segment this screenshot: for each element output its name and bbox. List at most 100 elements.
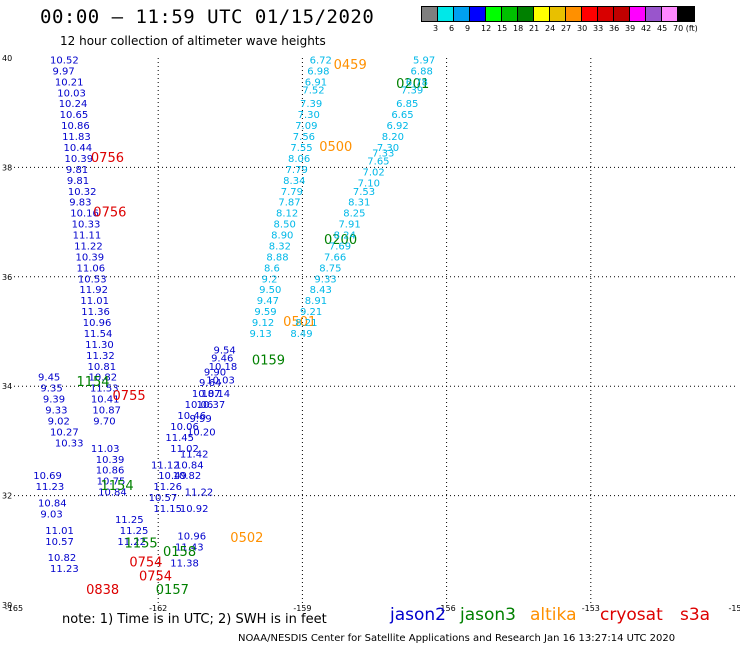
x-tick-label: -159 [293,604,311,613]
data-label-s3a: 9.21 [300,307,322,318]
data-label-jason2: 10.52 [50,55,79,66]
data-label-s3a: 8.88 [266,252,288,263]
data-label-s3a: 8.12 [276,209,298,220]
data-label-jason2: 10.18 [209,362,238,373]
y-tick-label: 36 [2,273,12,282]
data-label-jason2: 11.06 [76,263,105,274]
x-tick-label: -15 [728,604,740,613]
data-label-jason2: 9.81 [66,165,88,176]
data-label-jason3: 0158 [163,545,196,560]
data-label-jason2: 10.37 [197,400,226,411]
data-label-jason2: 9.64 [199,378,221,389]
data-label-jason2: 11.12 [151,460,180,471]
legend-item-altika: altika [530,605,577,625]
colorbar-swatch [518,7,534,21]
data-label-s3a: 7.53 [353,187,375,198]
data-label-s3a: 8.20 [382,132,404,143]
colorbar [421,6,695,22]
data-label-s3a: 7.91 [338,220,360,231]
data-label-s3a: 8.32 [269,241,291,252]
colorbar-label: 12 [481,24,492,33]
data-label-s3a: 7.30 [377,143,399,154]
data-label-s3a: 8.49 [290,329,312,340]
colorbar-label: 3 [433,24,439,33]
data-label-jason2: 11.11 [73,231,102,242]
data-label-cryosat: 0756 [91,151,124,166]
data-label-s3a: 8.6 [264,263,280,274]
data-label-jason2: 10.53 [78,274,107,285]
data-label-jason2: 11.25 [115,515,144,526]
data-label-jason2: 11.02 [170,444,199,455]
data-label-s3a: 8.34 [283,176,305,187]
data-label-jason2: 11.30 [85,340,114,351]
data-label-s3a: 8.43 [310,285,332,296]
data-label-s3a: 8.75 [319,263,341,274]
data-label-s3a: 9.13 [250,329,272,340]
data-label-s3a: 9.33 [314,274,336,285]
colorbar-swatch [486,7,502,21]
colorbar-label: 15 [497,24,508,33]
y-tick-label: 30 [2,601,12,610]
x-tick-label: -165 [5,604,23,613]
data-label-s3a: 9.47 [257,296,279,307]
data-label-jason2: 10.92 [180,504,209,515]
data-label-jason3: 0201 [396,77,429,92]
colorbar-swatch [534,7,550,21]
data-label-jason2: 10.81 [88,362,117,373]
data-label-jason2: 11.42 [180,449,209,460]
data-label-jason2: 10.57 [149,493,178,504]
data-label-jason2: 9.83 [69,198,91,209]
data-label-jason2: 10.46 [177,411,206,422]
data-label-jason2: 10.57 [45,537,74,548]
data-label-s3a: 6.65 [391,110,413,121]
data-label-s3a: 7.09 [295,121,317,132]
data-label-jason2: 10.82 [48,553,77,564]
data-label-jason3: 1154 [101,479,134,494]
data-label-s3a: 7.65 [367,157,389,168]
data-label-jason2: 10.06 [185,400,214,411]
data-label-jason2: 11.45 [165,433,194,444]
data-label-jason2: 9.99 [189,414,211,425]
data-label-jason2: 10.84 [38,499,67,510]
data-label-jason2: 10.20 [187,427,216,438]
data-label-jason2: 11.23 [36,482,65,493]
data-label-cryosat: 0754 [139,569,172,584]
colorbar-label: 30 [577,24,588,33]
data-label-s3a: 6.92 [387,121,409,132]
x-tick-label: -162 [149,604,167,613]
colorbar-swatch [470,7,486,21]
data-label-jason2: 11.32 [86,351,115,362]
colorbar-label: 33 [593,24,604,33]
data-label-s3a: 6.78 [406,77,428,88]
data-label-jason2: 10.75 [97,477,126,488]
colorbar-swatch [438,7,454,21]
data-label-s3a: 8.90 [271,231,293,242]
data-label-altika: 0500 [319,140,352,155]
y-tick-label: 38 [2,163,12,172]
data-label-jason2: 9.54 [213,345,235,356]
data-label-s3a: 6.98 [307,66,329,77]
data-label-jason2: 11.92 [79,285,108,296]
data-label-jason2: 10.96 [83,318,112,329]
x-tick-label: -156 [438,604,456,613]
data-label-s3a: 7.79 [281,187,303,198]
data-label-jason2: 11.01 [45,526,74,537]
y-tick-label: 32 [2,492,12,501]
data-label-jason2: 9.97 [52,66,74,77]
data-label-s3a: 8.06 [288,154,310,165]
data-label-jason2: 11.26 [153,482,182,493]
data-label-s3a: 9.2 [262,274,278,285]
data-label-jason2: 10.39 [96,455,125,466]
data-label-jason2: 10.65 [60,110,89,121]
data-label-s3a: 6.85 [396,99,418,110]
data-label-s3a: 8.21 [295,318,317,329]
data-label-jason3: 1155 [125,537,158,552]
colorbar-label: 27 [561,24,572,33]
data-label-jason2: 10.33 [55,438,84,449]
data-label-cryosat: 0756 [93,206,126,221]
colorbar-swatch [614,7,630,21]
data-label-jason3: 1154 [76,375,109,390]
data-label-s3a: 7.79 [286,165,308,176]
data-label-jason2: 11.43 [175,542,204,553]
colorbar-label: 39 [625,24,636,33]
